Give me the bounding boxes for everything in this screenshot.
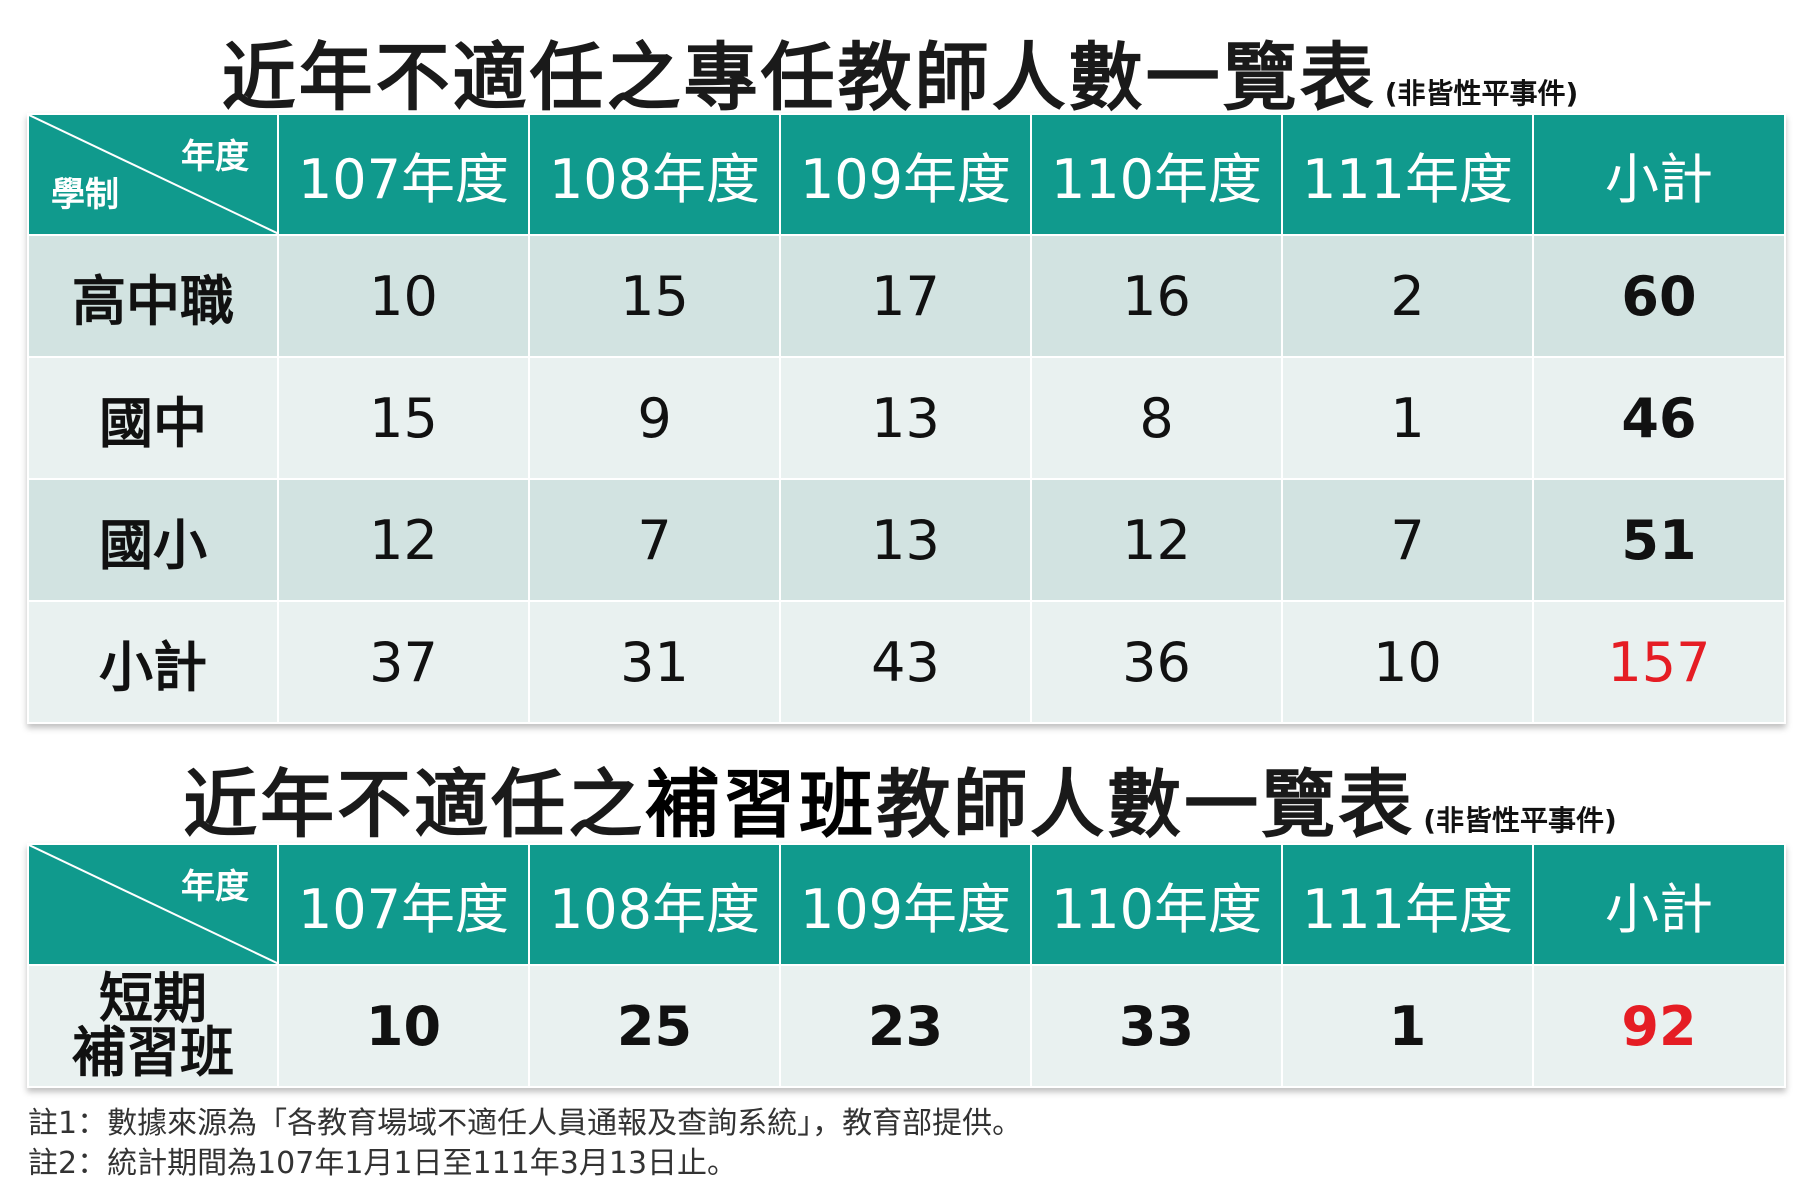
cram-school-table: 年度 107年度 108年度 109年度 110年度 111年度 小計 短期 補… [27, 843, 1786, 1088]
table1-subtitle: (非皆性平事件) [1384, 77, 1579, 110]
row-label: 高中職 [27, 234, 279, 358]
table1-corner-cell: 年度 學制 [27, 113, 279, 236]
header-107: 107年度 [277, 113, 530, 236]
table-row: 高中職 10 15 17 16 2 60 [27, 234, 1786, 358]
cell: 33 [1030, 964, 1283, 1088]
cell: 7 [528, 478, 781, 602]
cell: 25 [528, 964, 781, 1088]
table-row: 國中 15 9 13 8 1 46 [27, 356, 1786, 480]
row-label: 短期 補習班 [27, 964, 279, 1088]
cell: 10 [277, 234, 530, 358]
header-110: 110年度 [1030, 843, 1283, 966]
cell: 2 [1281, 234, 1534, 358]
footnotes: 註1：數據來源為「各教育場域不適任人員通報及查詢系統」，教育部提供。 註2：統計… [28, 1104, 1022, 1184]
cell: 12 [1030, 478, 1283, 602]
header-108: 108年度 [528, 113, 781, 236]
diagonal-divider-icon [29, 845, 279, 964]
header-111: 111年度 [1281, 843, 1534, 966]
corner-year-label: 年度 [181, 867, 249, 907]
header-subtotal: 小計 [1532, 113, 1786, 236]
table2-subtitle: (非皆性平事件) [1423, 804, 1617, 837]
row-label: 小計 [27, 600, 279, 724]
table2-title-prefix: 近年不適任之 [183, 762, 646, 848]
table1-title-text: 近年不適任之專任教師人數一覽表 [221, 35, 1377, 121]
row-label: 國小 [27, 478, 279, 602]
cell: 10 [1281, 600, 1534, 724]
header-111: 111年度 [1281, 113, 1534, 236]
cell: 9 [528, 356, 781, 480]
row-label: 國中 [27, 356, 279, 480]
header-108: 108年度 [528, 843, 781, 966]
table1-header-row: 年度 學制 107年度 108年度 109年度 110年度 111年度 小計 [27, 113, 1786, 236]
cell: 16 [1030, 234, 1283, 358]
table2-corner-cell: 年度 [27, 843, 279, 966]
table-row: 短期 補習班 10 25 23 33 1 92 [27, 964, 1786, 1088]
cell: 17 [779, 234, 1032, 358]
corner-year-label: 年度 [181, 137, 249, 177]
cell: 7 [1281, 478, 1534, 602]
note-1: 註1：數據來源為「各教育場域不適任人員通報及查詢系統」，教育部提供。 [28, 1106, 1023, 1141]
header-109: 109年度 [779, 843, 1032, 966]
row-subtotal: 46 [1532, 356, 1786, 480]
grand-total: 157 [1532, 600, 1786, 724]
table2-header-row: 年度 107年度 108年度 109年度 110年度 111年度 小計 [27, 843, 1786, 966]
grand-total: 92 [1532, 964, 1786, 1088]
table2-title-suffix: 教師人數一覽表 [876, 762, 1416, 848]
cell: 15 [528, 234, 781, 358]
header-subtotal: 小計 [1532, 843, 1786, 966]
cell: 23 [779, 964, 1032, 1088]
cell: 12 [277, 478, 530, 602]
row-subtotal: 60 [1532, 234, 1786, 358]
cell: 13 [779, 478, 1032, 602]
note-2: 註2：統計期間為107年1月1日至111年3月13日止。 [28, 1146, 738, 1181]
cell: 43 [779, 600, 1032, 724]
header-110: 110年度 [1030, 113, 1283, 236]
cell: 31 [528, 600, 781, 724]
cell: 37 [277, 600, 530, 724]
table-row: 國小 12 7 13 12 7 51 [27, 478, 1786, 602]
row-subtotal: 51 [1532, 478, 1786, 602]
table-row: 小計 37 31 43 36 10 157 [27, 600, 1786, 724]
cell: 13 [779, 356, 1032, 480]
row-label-line2: 補習班 [72, 1021, 234, 1084]
diagonal-divider-icon [29, 115, 279, 234]
table2-title-text: 近年不適任之補習班教師人數一覽表 [183, 762, 1415, 848]
cell: 1 [1281, 356, 1534, 480]
teacher-table: 年度 學制 107年度 108年度 109年度 110年度 111年度 小計 高… [27, 113, 1786, 724]
corner-system-label: 學制 [51, 175, 119, 215]
cell: 10 [277, 964, 530, 1088]
table2-title-highlight: 補習班 [645, 762, 877, 848]
row-label-line1: 短期 [99, 967, 207, 1030]
cell: 1 [1281, 964, 1534, 1088]
cell: 15 [277, 356, 530, 480]
header-109: 109年度 [779, 113, 1032, 236]
table1-title: 近年不適任之專任教師人數一覽表 (非皆性平事件) [0, 18, 1800, 125]
cell: 8 [1030, 356, 1283, 480]
header-107: 107年度 [277, 843, 530, 966]
table2-title: 近年不適任之補習班教師人數一覽表 (非皆性平事件) [0, 745, 1800, 852]
cell: 36 [1030, 600, 1283, 724]
